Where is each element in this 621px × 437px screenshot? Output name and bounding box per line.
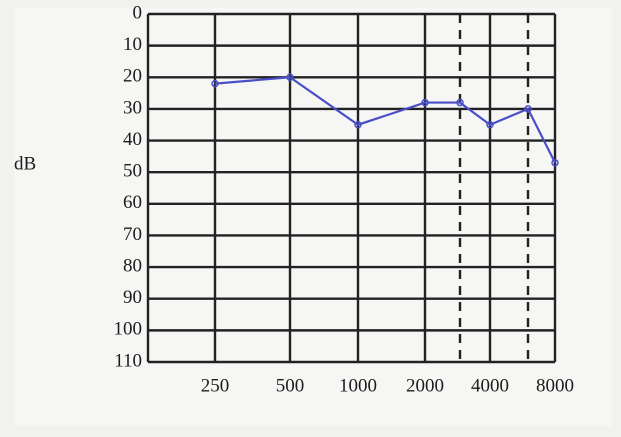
y-axis-label: dB [14,153,36,174]
y-tick-label: 100 [114,319,143,340]
y-tick-label: 60 [123,192,142,213]
x-tick-label: 1000 [339,375,377,396]
y-tick-label: 90 [123,287,142,308]
y-tick-label: 30 [123,97,142,118]
y-tick-label: 20 [123,66,142,87]
threshold-point [354,120,362,129]
threshold-point [211,79,219,88]
threshold-line [214,76,556,164]
x-tick-label: 8000 [536,375,574,396]
threshold-point [486,120,494,129]
y-tick-label: 0 [133,2,143,23]
paper [14,8,612,426]
y-tick-label: 50 [123,161,142,182]
y-tick-label: 70 [123,224,142,245]
x-tick-label: 2000 [406,375,444,396]
threshold-point [524,105,532,113]
x-tick-label: 4000 [471,375,509,396]
y-tick-label: 10 [123,34,142,55]
x-tick-label: 250 [201,375,230,396]
x-tick-label: 500 [276,375,305,396]
threshold-point [456,98,464,107]
y-tick-label: 80 [123,255,142,276]
y-tick-label: 110 [114,350,142,371]
threshold-point [286,73,294,82]
threshold-point [421,98,429,107]
threshold-point [551,158,559,167]
y-tick-label: 40 [123,129,142,150]
